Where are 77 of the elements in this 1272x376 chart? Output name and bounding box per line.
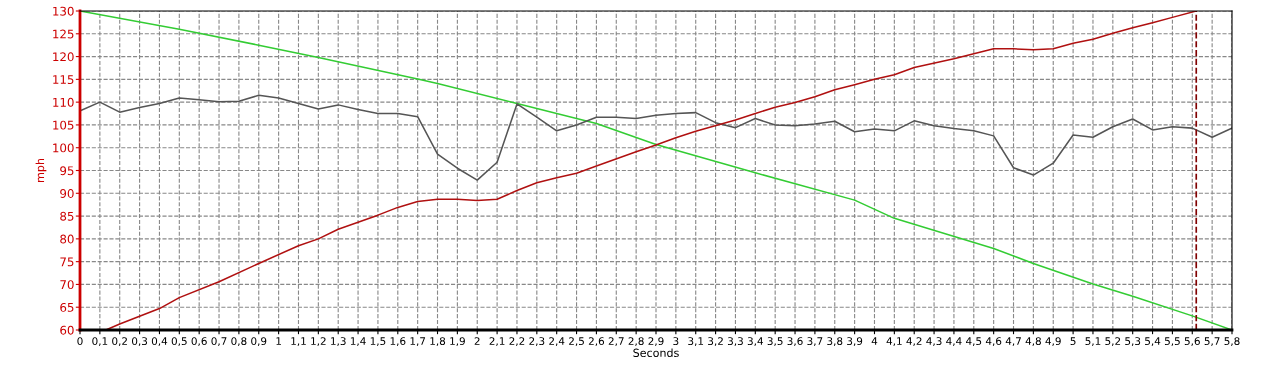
x-tick-label: 4,3 <box>926 337 942 347</box>
y-tick-label: 90 <box>60 189 74 198</box>
x-tick-label: 4,6 <box>985 337 1002 347</box>
x-tick-label: 0,2 <box>112 337 127 347</box>
y-tick-label: 120 <box>53 52 74 62</box>
x-tick-label: 4,7 <box>1005 337 1021 347</box>
x-tick-label: 4,9 <box>1045 337 1061 347</box>
x-tick-label: 1,1 <box>291 337 306 347</box>
x-tick-label: 5,8 <box>1224 337 1240 347</box>
x-tick-label: 5,3 <box>1125 337 1141 347</box>
x-tick-label: 1,8 <box>430 337 446 347</box>
x-tick-label: 0,8 <box>231 337 247 347</box>
x-tick-label: 2,7 <box>608 337 624 347</box>
x-tick-label: 0,5 <box>171 337 187 347</box>
y-tick-label: 75 <box>60 257 74 267</box>
x-tick-label: 4 <box>871 337 878 345</box>
x-tick-label: 3,6 <box>787 337 803 347</box>
x-tick-label: 3,4 <box>747 337 764 347</box>
x-tick-label: 3 <box>673 337 679 346</box>
x-tick-label: 2,5 <box>569 337 584 347</box>
x-tick-label: 3,9 <box>847 337 863 347</box>
x-tick-label: 0,7 <box>211 337 227 347</box>
x-tick-label: 1,4 <box>350 337 366 347</box>
y-tick-label: 70 <box>60 280 74 290</box>
x-tick-label: 0,9 <box>251 337 267 347</box>
x-tick-label: 3,8 <box>827 337 843 347</box>
x-tick-label: 4,2 <box>906 337 922 347</box>
y-tick-label: 105 <box>53 120 74 130</box>
x-tick-label: 2 <box>474 337 480 345</box>
x-tick-label: 0,3 <box>131 337 148 347</box>
x-tick-label: 1,9 <box>450 337 465 347</box>
x-tick-label: 3,7 <box>807 337 823 347</box>
x-tick-label: 0 <box>77 337 83 346</box>
x-tick-label: 5,4 <box>1145 337 1161 347</box>
x-tick-label: 2,6 <box>588 337 605 347</box>
x-tick-label: 1 <box>276 337 281 345</box>
x-tick-label: 3,1 <box>688 337 704 347</box>
y-tick-label: 65 <box>60 302 74 312</box>
y-axis-title: mph <box>35 158 47 182</box>
x-tick-label: 4,8 <box>1025 337 1041 347</box>
x-tick-label: 1,5 <box>370 337 386 347</box>
x-tick-label: 3,5 <box>767 337 783 347</box>
x-tick-label: 5,6 <box>1184 337 1200 347</box>
y-tick-label: 125 <box>53 29 74 39</box>
y-tick-label: 85 <box>60 211 74 221</box>
x-tick-label: 3,2 <box>708 337 723 347</box>
x-axis-title: Seconds <box>633 348 679 358</box>
y-tick-label: 100 <box>53 143 74 153</box>
x-tick-label: 0,6 <box>191 337 207 347</box>
x-tick-label: 1,7 <box>410 337 426 347</box>
x-tick-label: 0,1 <box>92 337 108 347</box>
x-tick-label: 3,3 <box>727 337 743 347</box>
x-tick-label: 1,2 <box>311 337 326 347</box>
y-tick-label: 130 <box>53 6 74 16</box>
x-tick-label: 4,4 <box>946 337 962 347</box>
x-tick-label: 5 <box>1070 337 1076 346</box>
x-tick-label: 2,4 <box>549 337 565 347</box>
x-tick-label: 2,3 <box>529 337 545 347</box>
x-tick-label: 2,2 <box>509 337 525 347</box>
y-tick-label: 110 <box>53 97 74 107</box>
x-tick-label: 0,4 <box>151 337 168 347</box>
y-tick-label: 95 <box>60 166 74 176</box>
x-tick-label: 1,3 <box>331 337 346 347</box>
x-tick-label: 1,6 <box>390 337 406 347</box>
x-tick-label: 5,5 <box>1164 337 1180 347</box>
x-tick-label: 4,1 <box>886 337 902 347</box>
y-tick-label: 60 <box>60 325 74 335</box>
x-tick-label: 4,5 <box>966 337 982 347</box>
x-tick-label: 2,9 <box>648 337 664 347</box>
y-tick-label: 80 <box>60 234 74 244</box>
x-tick-label: 5,7 <box>1204 337 1220 347</box>
x-tick-label: 5,1 <box>1085 337 1101 347</box>
line-series <box>80 94 1232 181</box>
x-tick-label: 5,2 <box>1105 337 1121 347</box>
x-tick-label: 2,8 <box>628 337 644 347</box>
y-tick-label: 115 <box>53 75 74 85</box>
x-tick-label: 2,1 <box>489 337 505 347</box>
